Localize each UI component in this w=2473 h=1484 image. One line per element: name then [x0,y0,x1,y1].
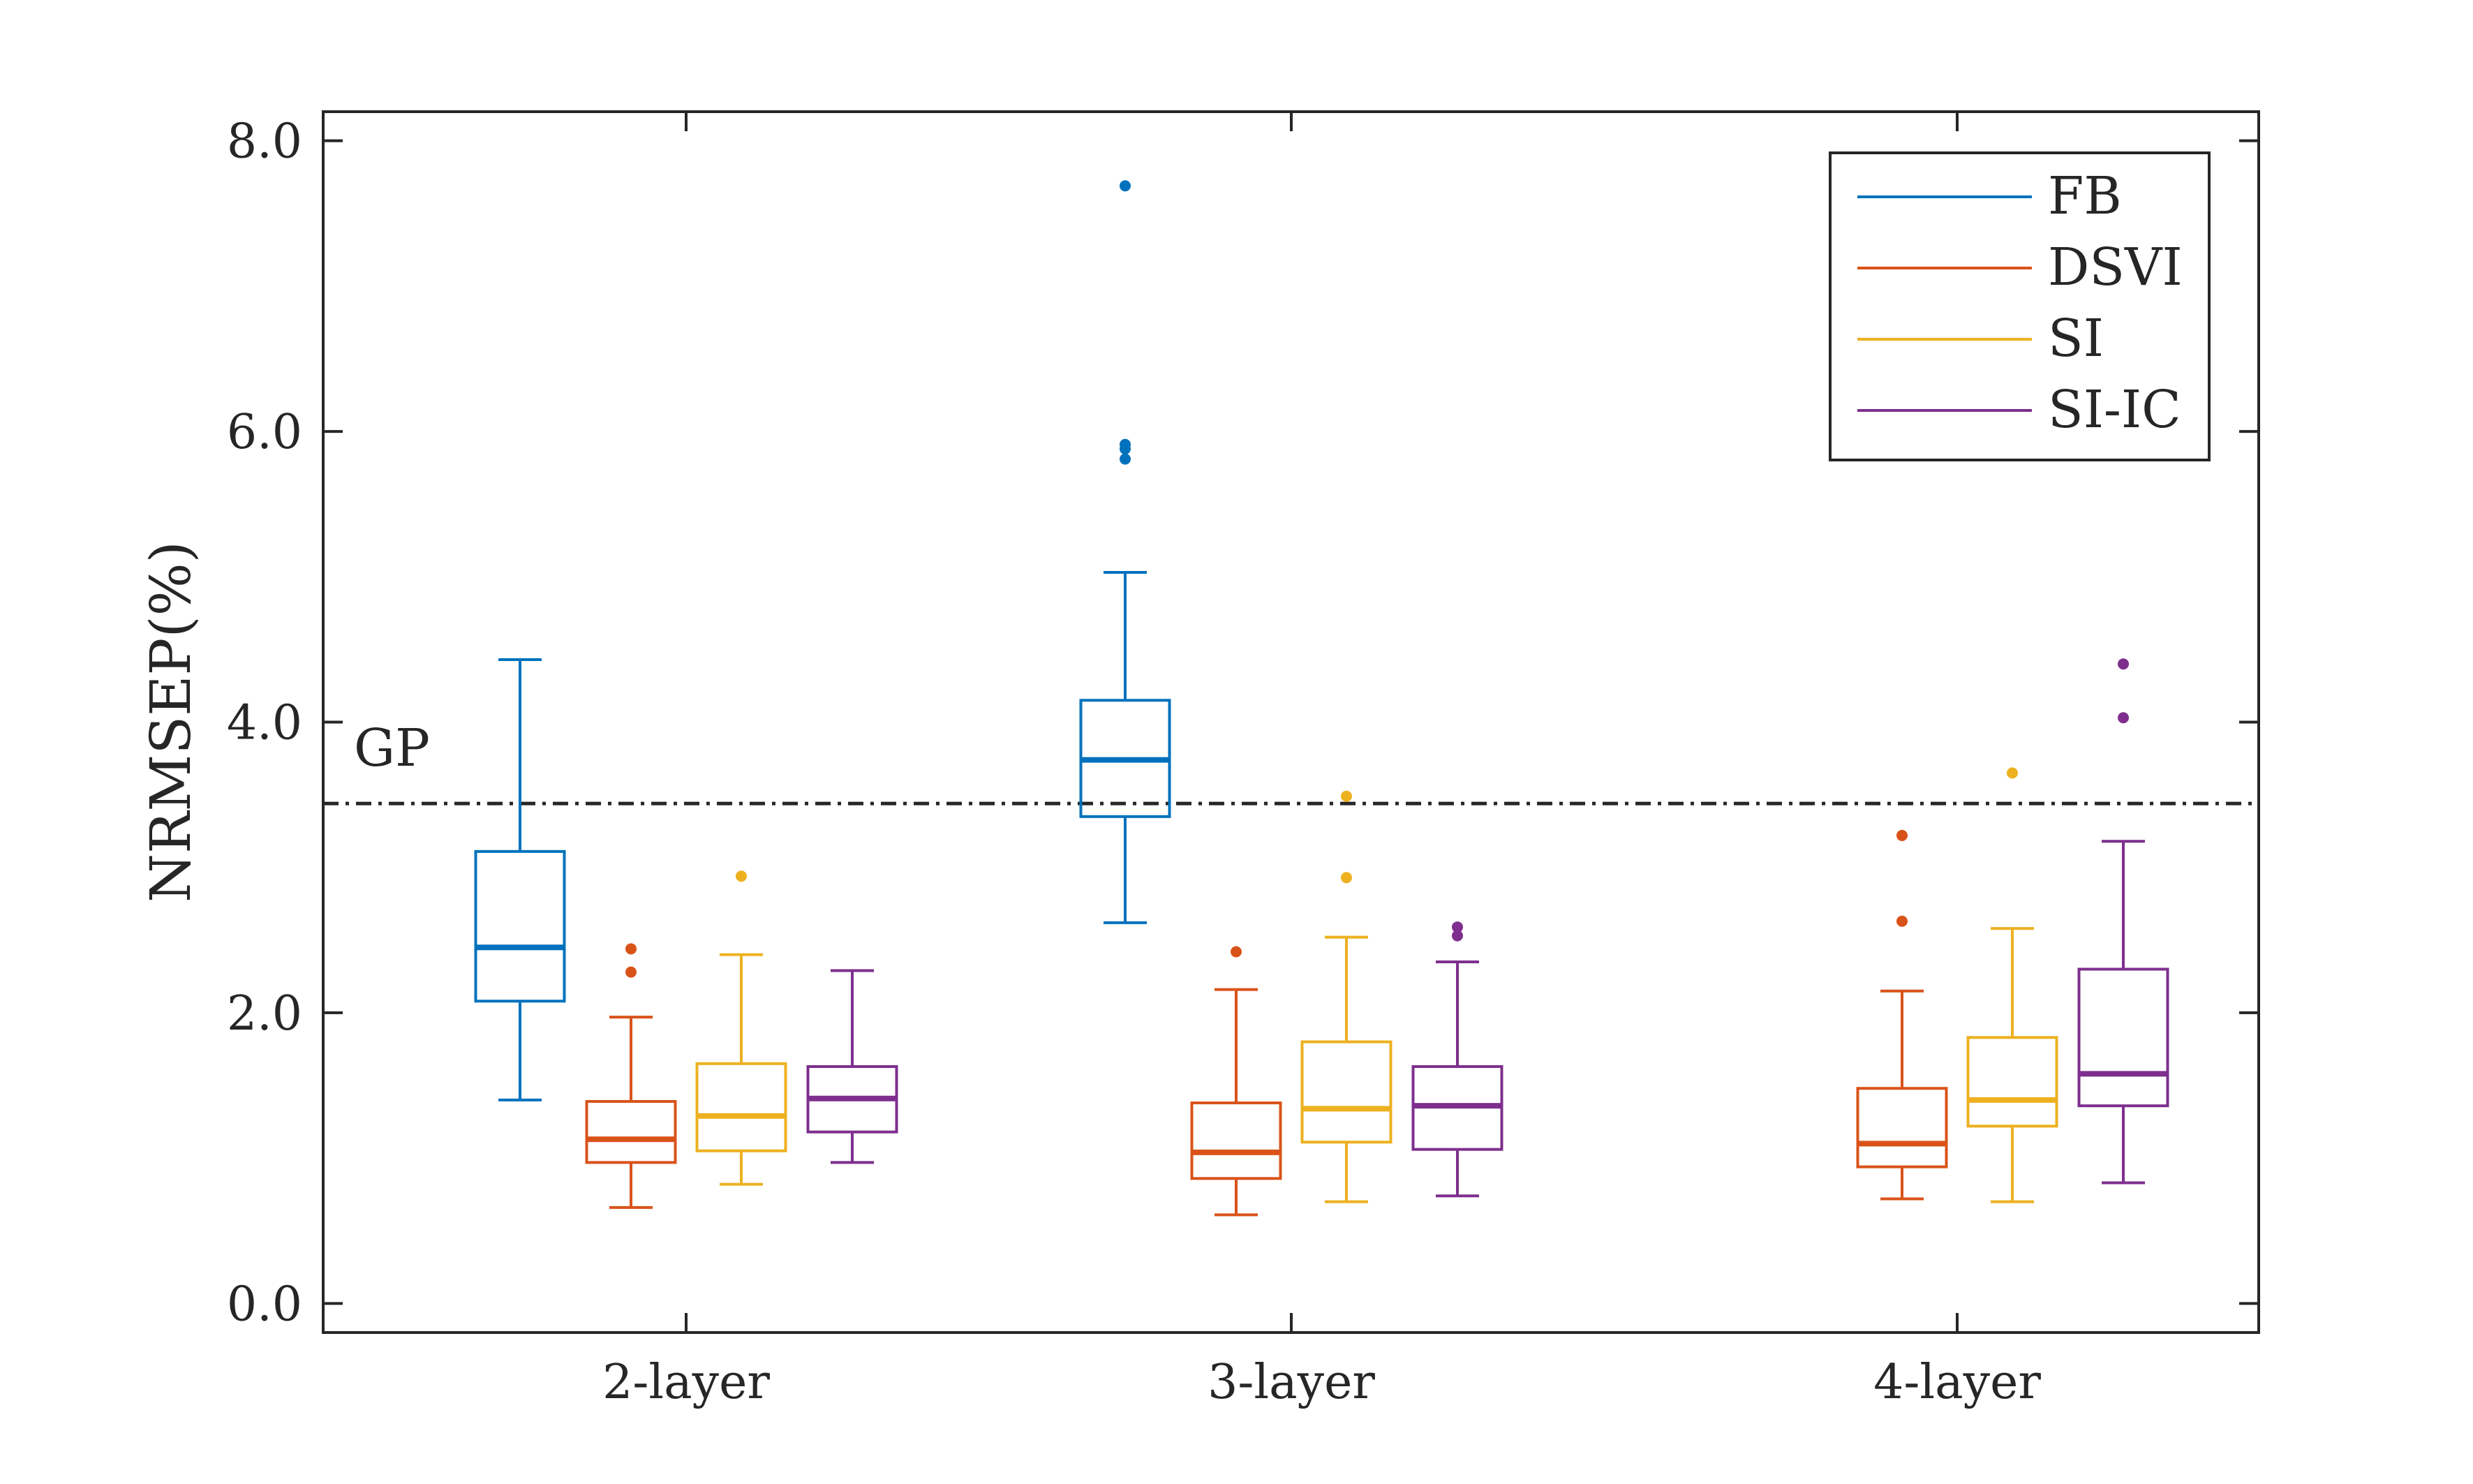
boxplot-layer [474,180,2169,1217]
box-si-2-layer [695,870,787,1186]
outlier-point [2118,712,2129,724]
x-tick-label: 4-layer [1873,1355,2041,1410]
outlier-point [736,870,747,882]
outlier-point [1120,453,1131,465]
legend-box [1829,151,2211,461]
box-si-4-layer [1966,767,2058,1203]
outlier-point [1896,915,1908,927]
box-fb-3-layer [1079,180,1171,924]
outlier-point [1120,443,1131,455]
gp-reference-label: GP [354,718,430,778]
outlier-point [1341,790,1352,802]
iqr-box [585,1099,677,1164]
box-si-ic-3-layer [1411,921,1503,1198]
legend: FB DSVI SI SI-IC [1829,151,2211,461]
box-dsvi-2-layer [585,943,677,1209]
iqr-box [1856,1087,1948,1168]
x-tick-label: 2-layer [602,1355,770,1410]
outlier-point [1341,872,1352,884]
y-tick-label: 0.0 [227,1277,302,1332]
legend-label-si: SI [2048,309,2104,369]
outlier-point [2118,658,2129,670]
iqr-box [1190,1101,1282,1180]
outlier-point [1231,946,1242,958]
outlier-point [625,966,637,978]
legend-label-fb: FB [2048,166,2122,226]
iqr-box [695,1062,787,1152]
y-tick-label: 4.0 [227,696,302,751]
x-tick-label: 3-layer [1208,1355,1375,1410]
outlier-point [1896,829,1908,841]
y-tick-label: 6.0 [227,405,302,460]
outlier-point [2007,767,2018,779]
iqr-box [2077,967,2169,1108]
box-dsvi-3-layer [1190,946,1282,1217]
iqr-box [1966,1036,2058,1128]
box-si-3-layer [1300,790,1393,1203]
box-fb-2-layer [474,658,566,1101]
outlier-point [1452,930,1463,942]
iqr-box [1300,1040,1393,1144]
legend-label-dsvi: DSVI [2048,237,2183,297]
box-dsvi-4-layer [1856,829,1948,1201]
iqr-box [474,849,566,1003]
y-tick-label: 8.0 [227,114,302,170]
y-tick-label: 2.0 [227,986,302,1041]
y-axis-label: NRMSEP(%) [138,541,203,903]
legend-label-si-ic: SI-IC [2048,380,2181,440]
outlier-point [1120,180,1131,192]
axes-layer: 0.0 2.0 4.0 6.0 8.0 2-layer 3-layer 4-layer [227,112,2259,1410]
outlier-point [625,943,637,955]
box-si-ic-2-layer [806,969,898,1164]
outlier-point [1452,921,1463,933]
box-si-ic-4-layer [2077,658,2169,1185]
